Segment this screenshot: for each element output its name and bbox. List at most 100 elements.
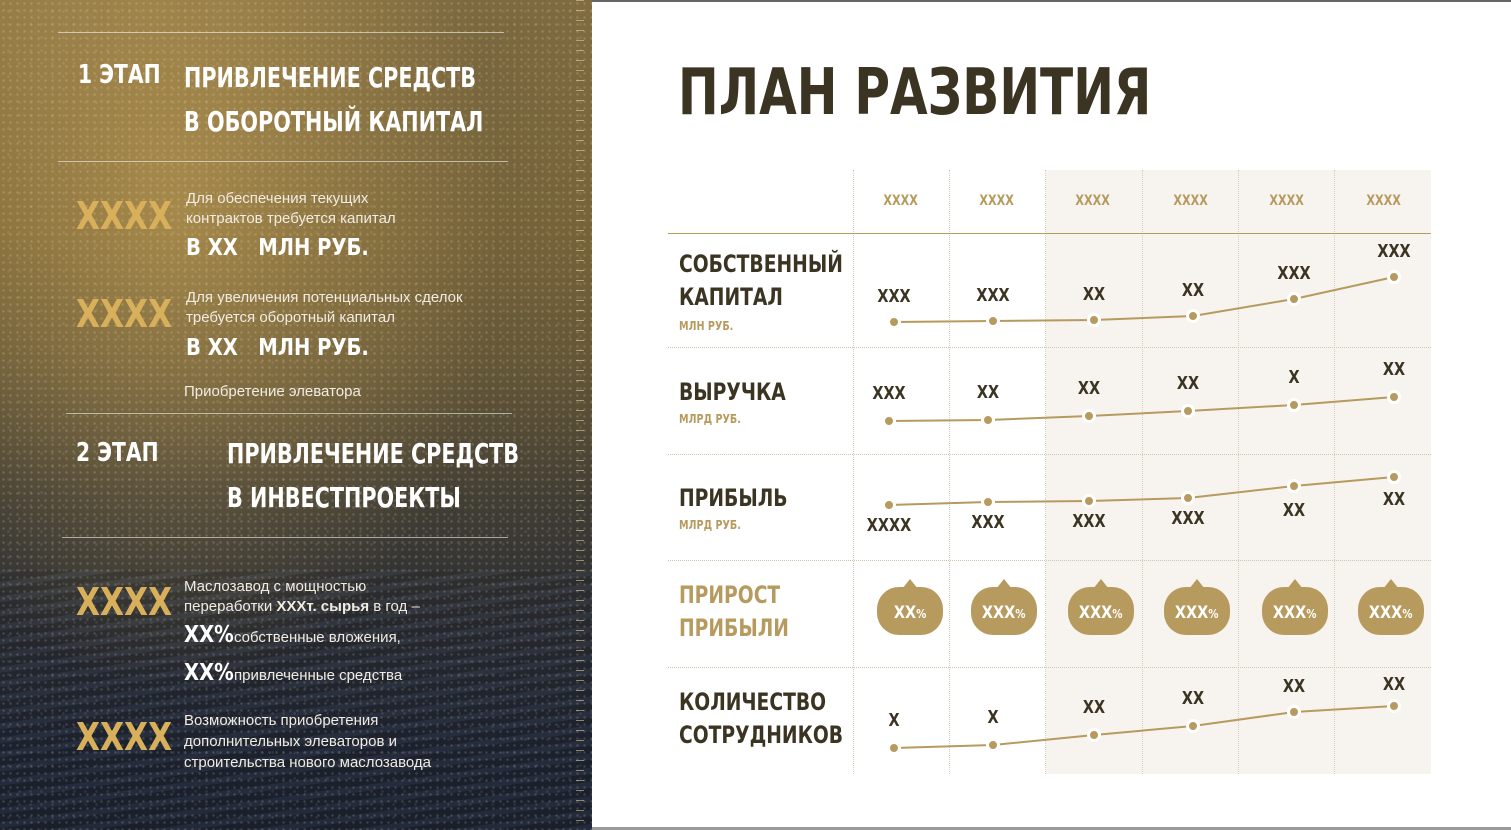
data-label: XX — [1383, 488, 1406, 509]
column-divider — [1045, 170, 1046, 774]
data-point — [882, 498, 896, 512]
growth-badge: XXX% — [971, 579, 1037, 635]
trend-line-revenue — [888, 396, 1395, 422]
data-point — [1181, 491, 1195, 505]
row-divider — [668, 454, 1431, 455]
block2-big-value: XXXX — [76, 292, 173, 336]
divider — [58, 32, 504, 33]
year-header: XXXX — [1075, 193, 1111, 209]
data-label: X — [1288, 366, 1299, 387]
data-point — [887, 315, 901, 329]
block3-pct1-text: собственные вложения, — [234, 629, 401, 646]
data-point — [1387, 270, 1401, 284]
data-label: XX — [1383, 673, 1406, 694]
row-label-staff-2: СОТРУДНИКОВ — [679, 721, 844, 749]
block4-text-line1: Возможность приобретения — [184, 712, 379, 729]
block3-text-line2: переработки XXXт. сырья в год – — [184, 598, 420, 615]
data-point — [887, 741, 901, 755]
data-label: XX — [1083, 696, 1106, 717]
column-divider — [1238, 170, 1239, 774]
block1-amount: В XX МЛН РУБ. — [186, 235, 369, 261]
data-point — [986, 738, 1000, 752]
ruler-decoration — [576, 0, 584, 830]
year-header: XXXX — [1269, 193, 1305, 209]
data-point — [1387, 390, 1401, 404]
row-divider — [668, 560, 1431, 561]
data-label: XX — [1283, 675, 1306, 696]
row-unit-equity: МЛН РУБ. — [679, 319, 734, 333]
data-point — [1082, 409, 1096, 423]
trend-line-staff — [893, 705, 1395, 749]
data-point — [1181, 404, 1195, 418]
row-unit-revenue: МЛРД РУБ. — [679, 412, 741, 426]
data-label: XXX — [872, 382, 906, 403]
data-point — [1287, 479, 1301, 493]
block3-pct2-row: XX%привлеченные средства — [184, 660, 402, 686]
block4-big-value: XXXX — [76, 715, 173, 759]
data-point — [1387, 470, 1401, 484]
year-header: XXXX — [1366, 193, 1402, 209]
block1-text-line2: контрактов требуется капитал — [186, 210, 396, 227]
divider — [58, 161, 508, 162]
data-label: XXX — [971, 511, 1005, 532]
data-point — [981, 495, 995, 509]
block3-pct2: XX% — [184, 660, 234, 686]
stage2-title-line1: ПРИВЛЕЧЕНИЕ СРЕДСТВ — [227, 437, 520, 470]
growth-badge: XXX% — [1164, 579, 1230, 635]
block4-text-line3: строительства нового маслозавода — [184, 754, 432, 771]
block4-text-line2: дополнительных элеваторов и — [184, 733, 397, 750]
row-divider — [668, 347, 1431, 348]
stage1-number: 1 ЭТАП — [78, 60, 161, 90]
row-label-growth-2: ПРИБЫЛИ — [679, 614, 789, 642]
data-label: XX — [977, 381, 1000, 402]
divider — [66, 413, 512, 414]
data-label: XX — [1078, 377, 1101, 398]
data-label: XX — [1182, 687, 1205, 708]
block3-pct1: XX% — [184, 622, 234, 648]
header-divider — [668, 233, 1431, 234]
row-divider — [668, 667, 1431, 668]
row-label-equity: СОБСТВЕННЫЙ — [679, 250, 843, 278]
block3-text-line1: Маслозавод с мощностью — [184, 578, 367, 595]
growth-badge: XXX% — [1358, 579, 1424, 635]
block3-capacity: XXXт. сырья — [276, 598, 370, 615]
left-panel — [0, 0, 592, 830]
row-label-profit: ПРИБЫЛЬ — [679, 484, 788, 512]
column-divider — [853, 170, 854, 774]
row-unit-profit: МЛРД РУБ. — [679, 518, 741, 532]
data-label: XXXX — [867, 514, 912, 535]
row-label-growth: ПРИРОСТ — [679, 581, 781, 609]
year-header: XXXX — [979, 193, 1015, 209]
data-point — [1087, 728, 1101, 742]
right-panel — [592, 0, 1511, 830]
data-label: XXX — [976, 284, 1010, 305]
data-point — [1287, 292, 1301, 306]
column-divider — [949, 170, 950, 774]
block2-text-line2: требуется оборотный капитал — [186, 309, 395, 326]
trend-line-profit — [888, 476, 1395, 506]
data-point — [882, 414, 896, 428]
data-label: XXX — [1377, 240, 1411, 261]
block2-text-line1: Для увеличения потенциальных сделок — [186, 289, 463, 306]
data-label: XXX — [1072, 510, 1106, 531]
data-point — [1087, 313, 1101, 327]
data-label: XX — [1177, 372, 1200, 393]
block3-pct2-text: привлеченные средства — [234, 667, 403, 684]
data-point — [981, 413, 995, 427]
data-point — [1082, 494, 1096, 508]
growth-badge: XXX% — [1068, 579, 1134, 635]
data-label: XXX — [1277, 262, 1311, 283]
stage2-title-line2: В ИНВЕСТПРОЕКТЫ — [227, 481, 461, 514]
data-label: X — [888, 709, 899, 730]
year-header: XXXX — [883, 193, 919, 209]
block3-big-value: XXXX — [76, 580, 173, 624]
block1-text-line1: Для обеспечения текущих — [186, 190, 369, 207]
block1-big-value: XXXX — [76, 194, 173, 238]
elevator-note: Приобретение элеватора — [184, 383, 361, 400]
data-point — [1287, 705, 1301, 719]
data-label: XXX — [877, 285, 911, 306]
year-header: XXXX — [1173, 193, 1209, 209]
trend-line-equity — [893, 276, 1395, 323]
column-divider — [1142, 170, 1143, 774]
